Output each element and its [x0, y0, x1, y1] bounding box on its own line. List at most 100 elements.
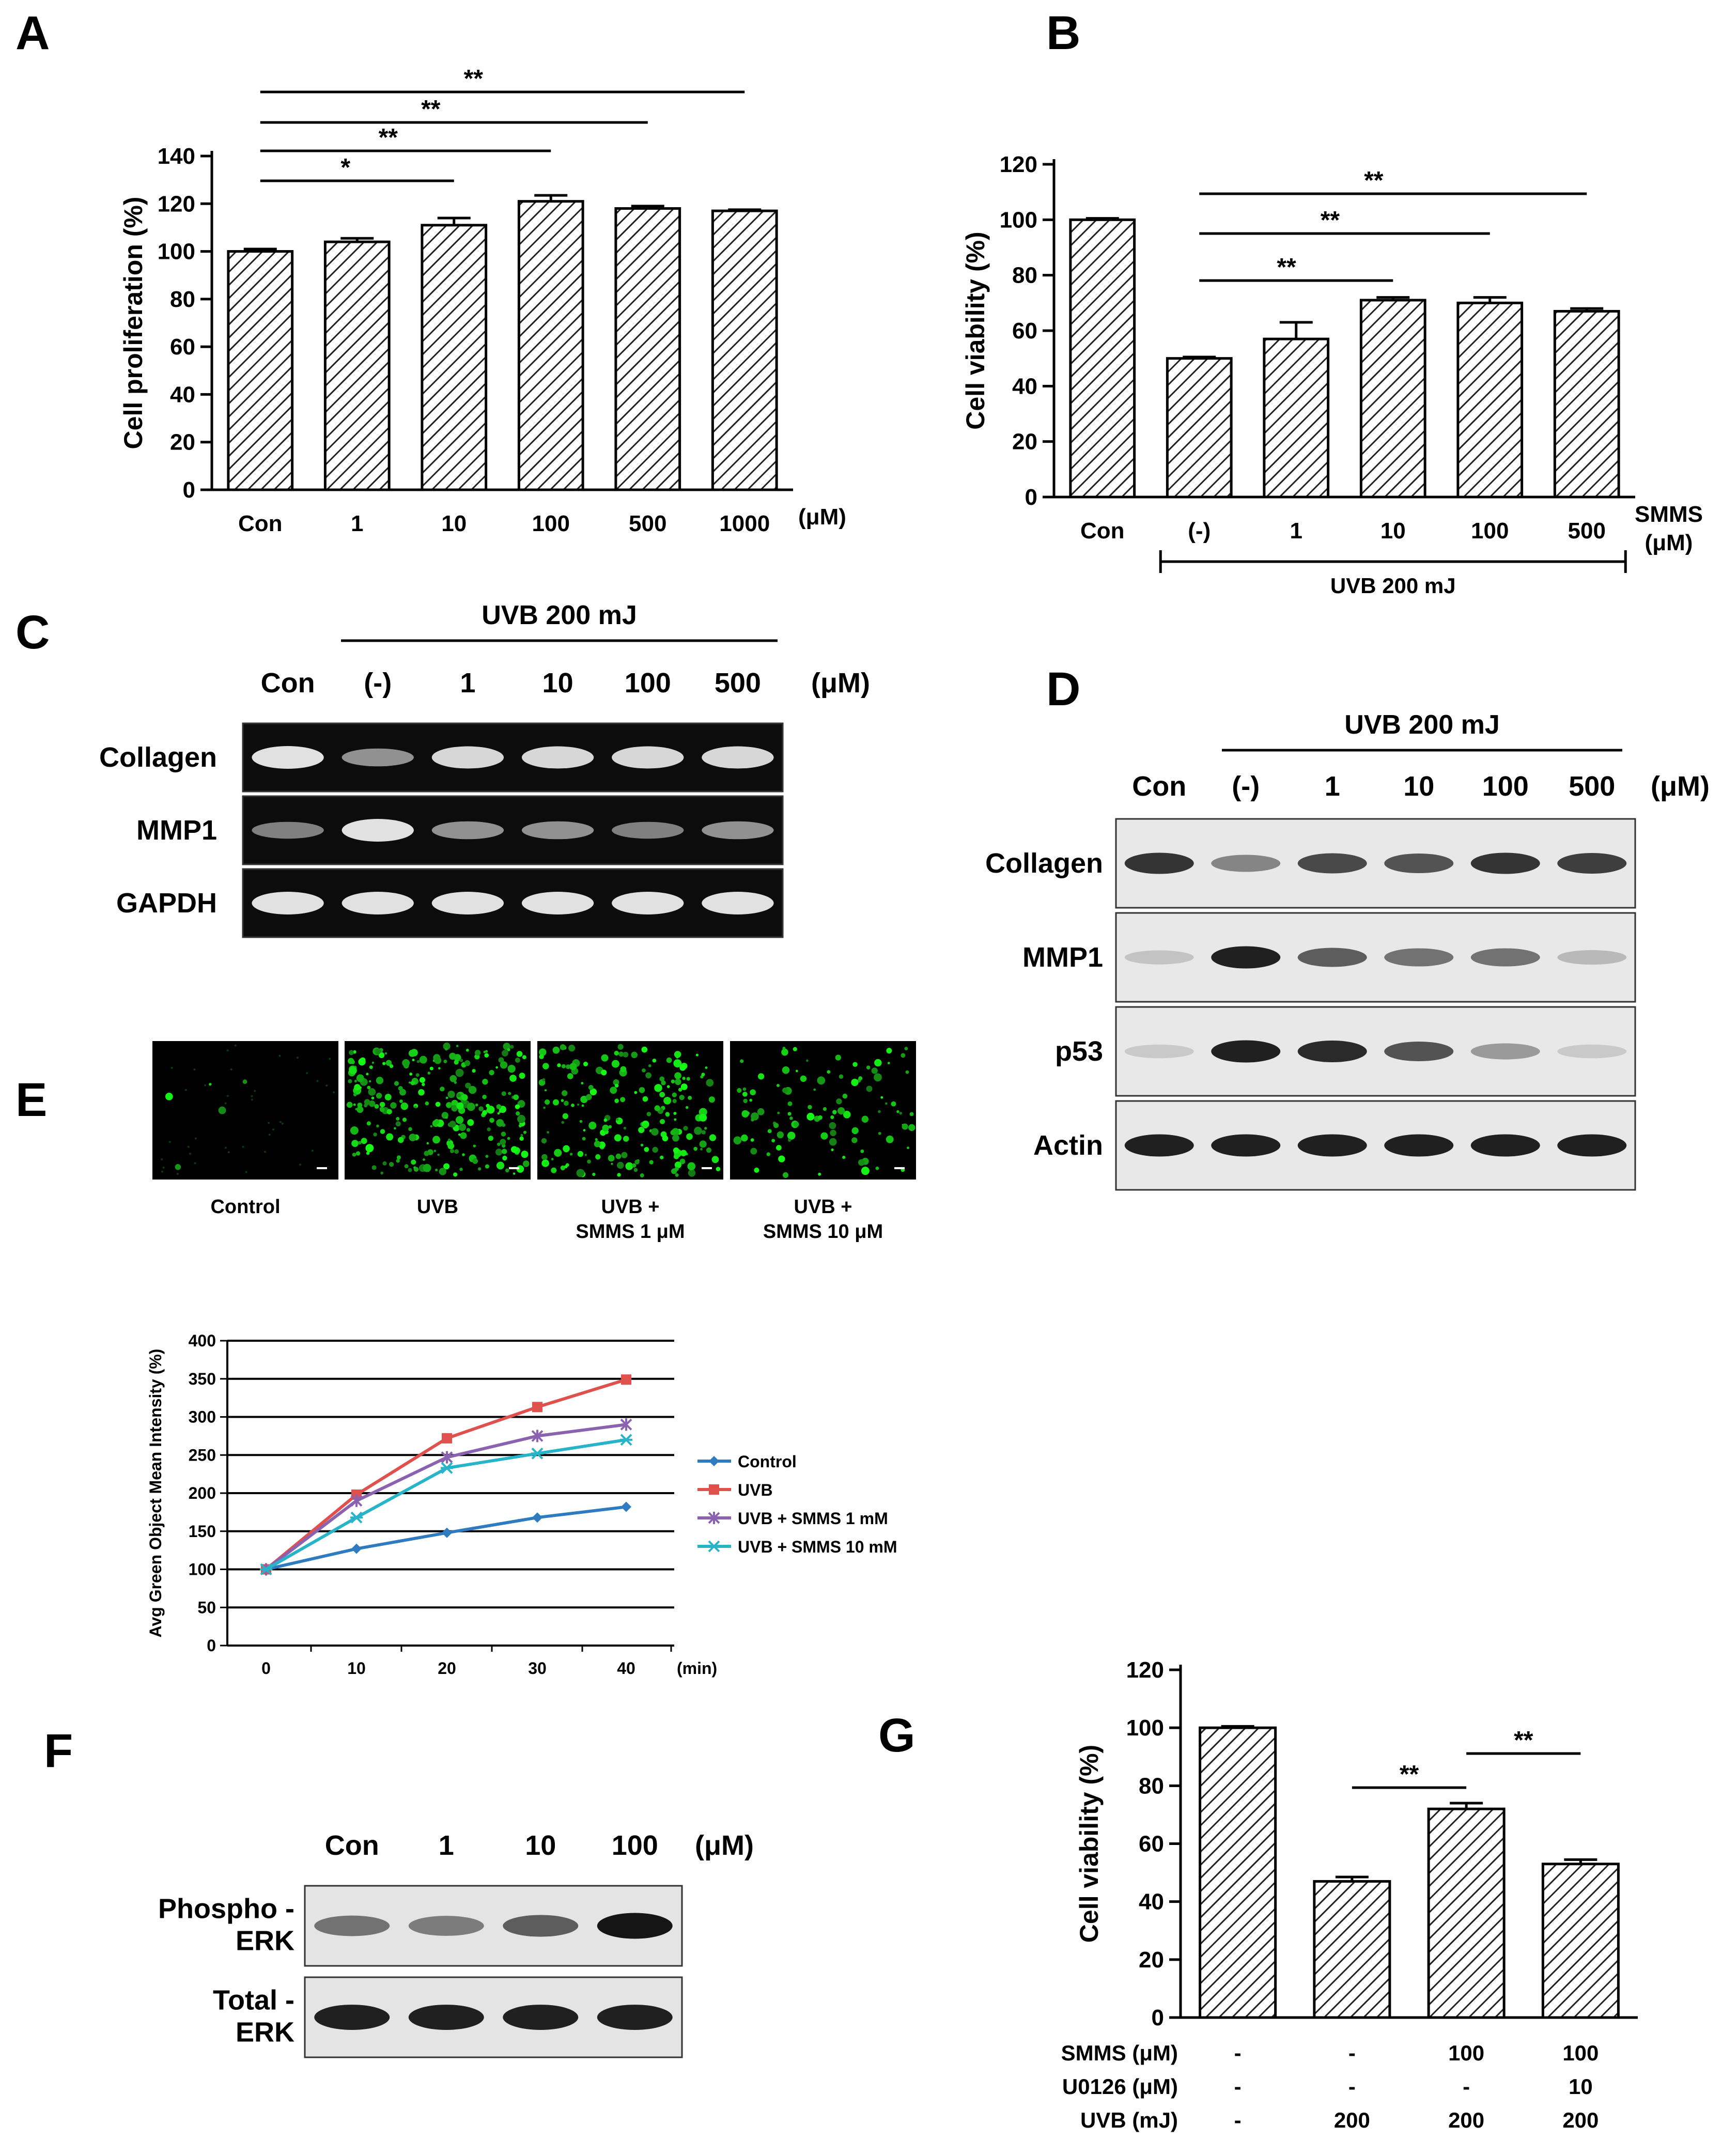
fluorescent-cell [361, 1138, 367, 1144]
band [1211, 1134, 1281, 1157]
x-tick-label: 100 [1471, 518, 1509, 544]
fluorescent-cell [518, 1124, 522, 1128]
band [612, 746, 684, 769]
fluorescent-cell [440, 1087, 445, 1092]
band [1297, 1040, 1367, 1063]
fluorescent-cell [685, 1106, 689, 1109]
fluorescent-cell [568, 1045, 576, 1052]
fluorescent-cell [507, 1064, 516, 1073]
fluorescent-cell [782, 1088, 788, 1093]
bar [711, 209, 778, 491]
fluorescent-cell [852, 1062, 858, 1067]
fluorescent-cell [395, 1121, 401, 1127]
row-label: Collagen [99, 742, 217, 773]
row-label: GAPDH [116, 888, 217, 919]
fluorescent-cell [162, 1167, 165, 1169]
fluorescent-cell [670, 1129, 676, 1136]
fluorescent-cell [460, 1132, 467, 1139]
fluorescent-cell [554, 1149, 562, 1157]
fluorescent-cell [510, 1146, 518, 1153]
fluorescent-cell [486, 1106, 495, 1114]
fluorescent-cell [168, 1141, 171, 1143]
x-tick-label: 10 [1380, 518, 1406, 544]
fluorescent-cell [356, 1074, 364, 1082]
fluorescent-cell [576, 1169, 585, 1177]
band [1124, 1044, 1194, 1059]
treatment-cell: 200 [1448, 2108, 1484, 2132]
fluorescent-cell [601, 1069, 607, 1076]
fluorescent-cell [663, 1096, 672, 1105]
fluorescent-cell [458, 1133, 461, 1136]
fluorescent-cell [757, 1073, 765, 1080]
fluorescent-cell [796, 1069, 798, 1073]
band [702, 746, 774, 769]
x-tick-label: Con [238, 511, 283, 536]
fluorescent-cell [651, 1128, 659, 1136]
fluorescent-cell [408, 1127, 412, 1131]
fluorescent-cell [544, 1099, 550, 1105]
fluorescent-cell [386, 1109, 392, 1114]
band [431, 892, 504, 914]
fluorescent-cell [445, 1116, 448, 1119]
fluorescent-cell [454, 1060, 459, 1065]
data-point [350, 1494, 363, 1507]
row-label: MMP1 [1022, 942, 1103, 973]
fluorescent-cell [896, 1110, 899, 1113]
fluorescent-cell [161, 1158, 163, 1160]
fluorescent-cell [523, 1130, 527, 1134]
image-caption: SMMS 1 μM [576, 1221, 685, 1243]
fluorescent-cell [633, 1168, 638, 1172]
fluorescent-cell [430, 1125, 432, 1128]
fluorescent-cell [659, 1092, 665, 1098]
fluorescent-cell [839, 1074, 844, 1079]
fluorescent-cell [654, 1105, 660, 1111]
significance-label: ** [1400, 1761, 1419, 1788]
fluorescent-cell [478, 1106, 484, 1111]
fluorescent-cell [429, 1066, 433, 1071]
image-caption: UVB + [601, 1196, 660, 1218]
fluorescent-cell [674, 1072, 681, 1079]
fluorescent-cell [426, 1142, 429, 1145]
significance-label: ** [1364, 167, 1384, 194]
fluorescent-cell [563, 1100, 569, 1106]
fluorescent-cell [742, 1091, 748, 1097]
fluorescent-cell [552, 1046, 560, 1054]
fluorescent-cell [187, 1145, 190, 1148]
y-tick-label: 300 [189, 1408, 216, 1426]
x-tick-label: 1000 [719, 511, 770, 536]
legend-label: UVB + SMMS 10 mM [738, 1538, 897, 1556]
y-axis-title: Avg Green Object Mean Intensity (%) [146, 1349, 165, 1638]
fluorescent-cell [742, 1087, 747, 1091]
band [612, 892, 684, 914]
band [1470, 852, 1540, 874]
fluorescent-cell [434, 1119, 440, 1125]
legend-label: UVB + SMMS 1 mM [738, 1509, 888, 1528]
x-tick-label: 20 [438, 1659, 456, 1678]
y-tick-label: 50 [197, 1598, 216, 1617]
band [314, 1915, 390, 1936]
image-caption: UVB + [794, 1196, 852, 1218]
band [1557, 950, 1627, 965]
fluorescent-cell [701, 1073, 705, 1077]
fluorescent-cell [842, 1093, 848, 1099]
y-axis-title: Cell proliferation (%) [119, 197, 148, 449]
fluorescent-cell [595, 1154, 601, 1160]
fluorescent-cell [674, 1167, 679, 1171]
fluorescent-cell [364, 1099, 370, 1106]
bar [1313, 1880, 1391, 2019]
fluorescent-cell [639, 1087, 645, 1093]
fluorescent-cell [806, 1112, 815, 1121]
fluorescent-cell [464, 1060, 471, 1066]
fluorescent-cell [384, 1093, 392, 1100]
fluorescent-cell [782, 1066, 790, 1074]
y-tick-label: 40 [1012, 374, 1037, 399]
fluorescent-cell [389, 1162, 394, 1167]
fluorescent-cell [371, 1096, 375, 1100]
fluorescent-cell [193, 1068, 196, 1071]
treatment-cell: 100 [1448, 2041, 1484, 2065]
fluorescent-cell [519, 1136, 524, 1141]
fluorescent-cell [675, 1078, 681, 1085]
fluorescent-cell [447, 1142, 455, 1150]
treatment-cell: - [1463, 2074, 1470, 2099]
